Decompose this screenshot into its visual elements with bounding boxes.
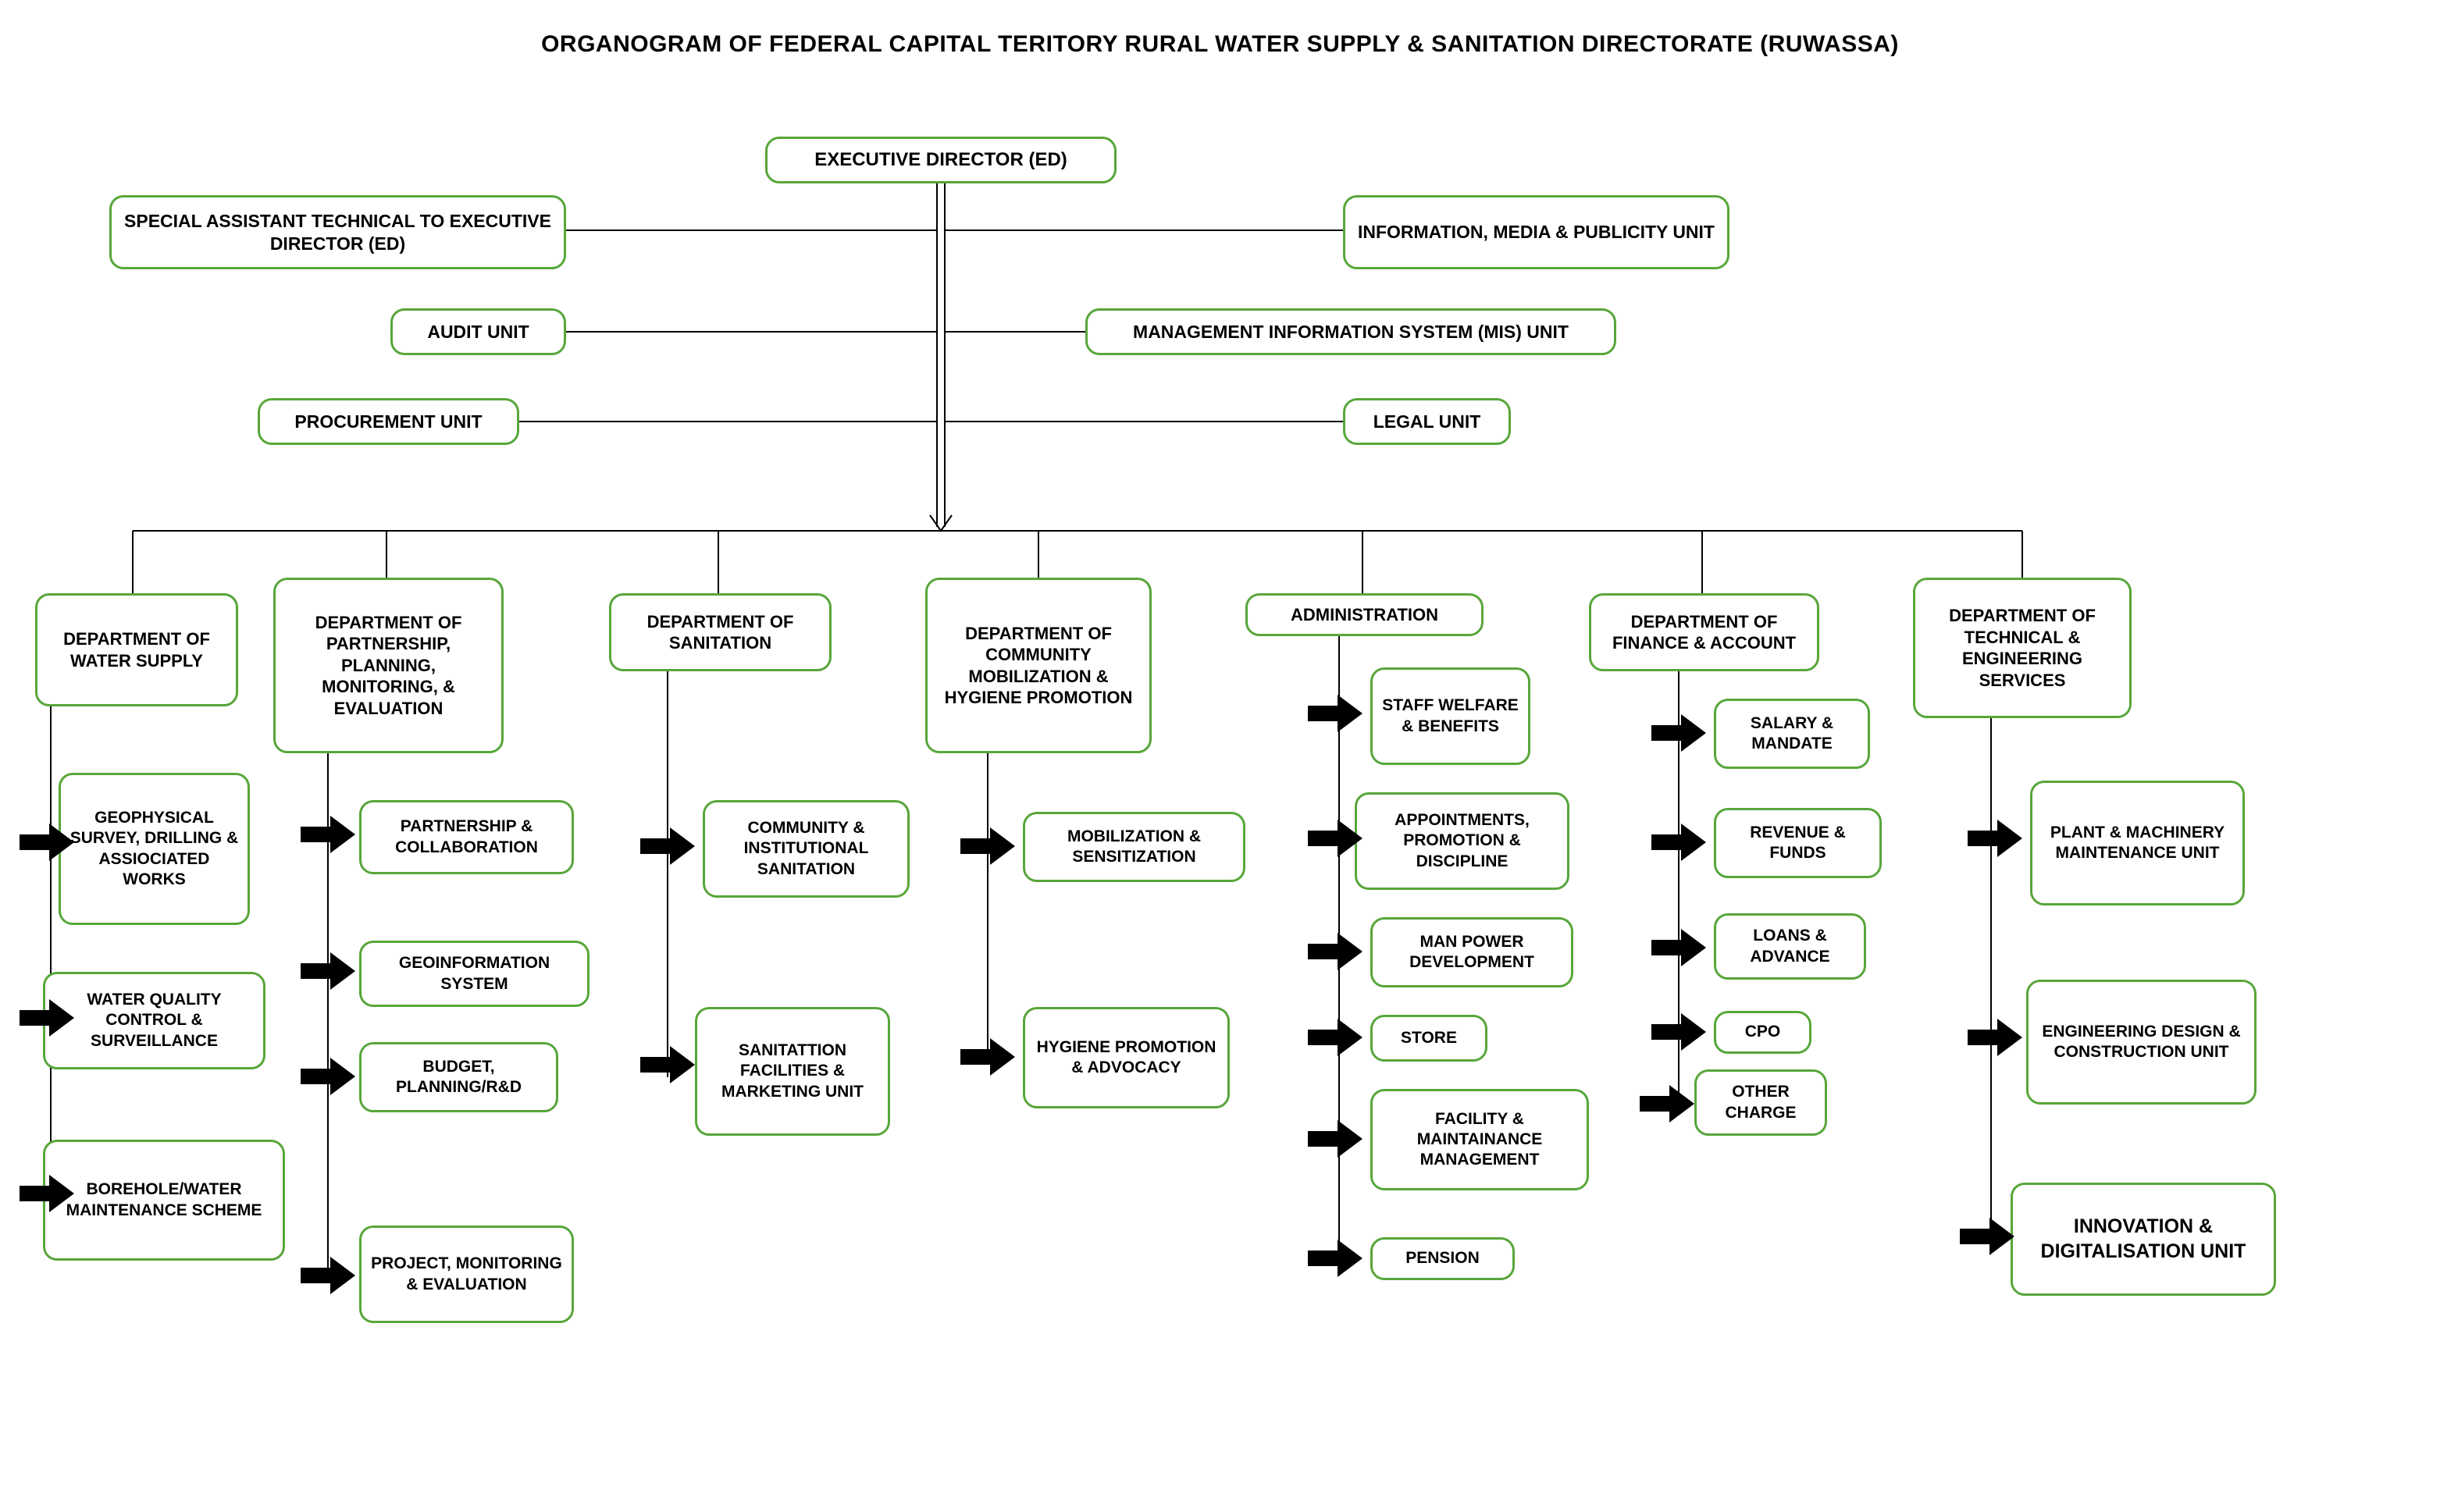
node-ad_fac: FACILITY & MAINTAINANCE MANAGEMENT (1370, 1089, 1589, 1190)
node-fin_rev: REVENUE & FUNDS (1714, 808, 1882, 878)
block-arrow-icon (1308, 820, 1362, 857)
node-sa_tech: SPECIAL ASSISTANT TECHNICAL TO EXECUTIVE… (109, 195, 566, 269)
node-ad_appt: APPOINTMENTS, PROMOTION & DISCIPLINE (1355, 792, 1569, 890)
block-arrow-icon (1651, 714, 1706, 752)
block-arrow-icon (1308, 695, 1362, 732)
block-arrow-icon (1640, 1085, 1694, 1122)
node-dept_ppme: DEPARTMENT OF PARTNERSHIP, PLANNING, MON… (273, 578, 504, 753)
node-ad_store: STORE (1370, 1015, 1487, 1062)
node-info_media: INFORMATION, MEDIA & PUBLICITY UNIT (1343, 195, 1729, 269)
node-ad_man: MAN POWER DEVELOPMENT (1370, 917, 1573, 987)
node-pp_part: PARTNERSHIP & COLLABORATION (359, 800, 574, 874)
node-mis: MANAGEMENT INFORMATION SYSTEM (MIS) UNIT (1085, 308, 1616, 355)
node-fin_sal: SALARY & MANDATE (1714, 699, 1870, 769)
node-tech_eng: ENGINEERING DESIGN & CONSTRUCTION UNIT (2026, 980, 2257, 1105)
node-pp_pme: PROJECT, MONITORING & EVALUATION (359, 1226, 574, 1323)
block-arrow-icon (1651, 824, 1706, 861)
node-dept_admin: ADMINISTRATION (1245, 593, 1484, 636)
block-arrow-icon (960, 1038, 1015, 1076)
node-tech_inn: INNOVATION & DIGITALISATION UNIT (2011, 1183, 2276, 1296)
node-fin_cpo: CPO (1714, 1011, 1811, 1054)
node-ws_geo: GEOPHYSICAL SURVEY, DRILLING & ASSIOCIAT… (59, 773, 250, 925)
node-fin_oth: OTHER CHARGE (1694, 1069, 1827, 1136)
node-cm_mob: MOBILIZATION & SENSITIZATION (1023, 812, 1245, 882)
node-ws_wqc: WATER QUALITY CONTROL & SURVEILLANCE (43, 972, 265, 1069)
node-legal: LEGAL UNIT (1343, 398, 1511, 445)
block-arrow-icon (960, 827, 1015, 865)
node-cm_hyg: HYGIENE PROMOTION & ADVOCACY (1023, 1007, 1230, 1108)
node-ad_pen: PENSION (1370, 1237, 1515, 1280)
node-dept_tech: DEPARTMENT OF TECHNICAL & ENGINEERING SE… (1913, 578, 2132, 718)
node-dept_ws: DEPARTMENT OF WATER SUPPLY (35, 593, 238, 706)
block-arrow-icon (640, 1046, 695, 1083)
block-arrow-icon (1651, 929, 1706, 966)
block-arrow-icon (20, 1175, 74, 1212)
node-dept_fin: DEPARTMENT OF FINANCE & ACCOUNT (1589, 593, 1819, 671)
node-ed: EXECUTIVE DIRECTOR (ED) (765, 137, 1117, 183)
block-arrow-icon (301, 1058, 355, 1095)
node-dept_comm: DEPARTMENT OF COMMUNITY MOBILIZATION & H… (925, 578, 1152, 753)
block-arrow-icon (20, 824, 74, 861)
block-arrow-icon (1968, 1019, 2022, 1056)
block-arrow-icon (1308, 1019, 1362, 1056)
node-san_comm: COMMUNITY & INSTITUTIONAL SANITATION (703, 800, 910, 898)
node-ws_bore: BOREHOLE/WATER MAINTENANCE SCHEME (43, 1140, 285, 1261)
block-arrow-icon (301, 1257, 355, 1294)
block-arrow-icon (1968, 820, 2022, 857)
node-pp_bud: BUDGET, PLANNING/R&D (359, 1042, 558, 1112)
node-procurement: PROCUREMENT UNIT (258, 398, 519, 445)
block-arrow-icon (1308, 933, 1362, 970)
block-arrow-icon (640, 827, 695, 865)
node-dept_san: DEPARTMENT OF SANITATION (609, 593, 832, 671)
block-arrow-icon (1308, 1120, 1362, 1158)
block-arrow-icon (1651, 1013, 1706, 1051)
node-audit: AUDIT UNIT (390, 308, 566, 355)
block-arrow-icon (1308, 1240, 1362, 1277)
page-title: ORGANOGRAM OF FEDERAL CAPITAL TERITORY R… (16, 31, 2424, 58)
organogram: ORGANOGRAM OF FEDERAL CAPITAL TERITORY R… (16, 31, 2424, 1481)
block-arrow-icon (301, 952, 355, 990)
node-pp_geo: GEOINFORMATION SYSTEM (359, 941, 590, 1007)
node-tech_plant: PLANT & MACHINERY MAINTENANCE UNIT (2030, 781, 2245, 905)
node-fin_loan: LOANS & ADVANCE (1714, 913, 1866, 980)
block-arrow-icon (301, 816, 355, 853)
block-arrow-icon (1960, 1218, 2014, 1255)
block-arrow-icon (20, 999, 74, 1037)
node-san_fac: SANITATTION FACILITIES & MARKETING UNIT (695, 1007, 890, 1136)
node-ad_staff: STAFF WELFARE & BENEFITS (1370, 667, 1530, 765)
